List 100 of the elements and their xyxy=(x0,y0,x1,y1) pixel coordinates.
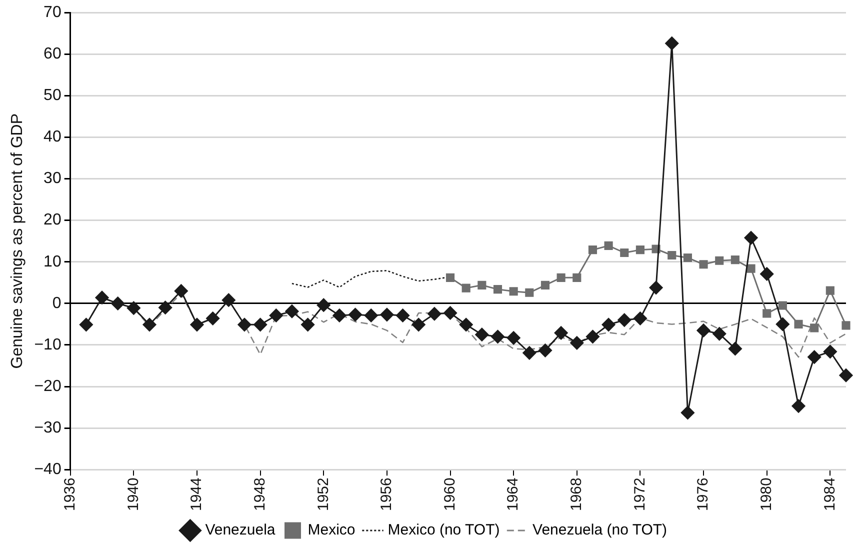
point xyxy=(316,298,330,312)
point xyxy=(794,320,803,328)
point xyxy=(778,301,787,310)
point xyxy=(478,280,486,290)
point xyxy=(760,267,774,281)
point xyxy=(668,250,676,260)
x-tick-label: 1948 xyxy=(251,478,268,512)
point xyxy=(475,328,489,342)
point xyxy=(462,284,470,292)
x-tick-label: 1956 xyxy=(378,478,396,512)
point xyxy=(540,280,550,290)
point xyxy=(839,368,853,382)
point xyxy=(728,342,742,356)
point xyxy=(746,264,756,273)
legend-label: Venezuela (no TOT) xyxy=(532,522,668,539)
x-tick-label: 1976 xyxy=(694,478,712,512)
y-tick-label: −40 xyxy=(34,461,62,478)
point xyxy=(810,324,819,332)
point xyxy=(649,280,663,294)
point xyxy=(428,307,442,321)
point xyxy=(712,327,726,341)
point xyxy=(792,399,806,413)
x-tick-label: 1940 xyxy=(124,478,142,512)
point xyxy=(762,309,772,318)
x-tick-label: 1980 xyxy=(758,478,775,512)
point xyxy=(633,312,647,326)
x-tick-label: 1984 xyxy=(821,478,838,512)
point xyxy=(459,318,473,332)
y-tick-label: −30 xyxy=(34,419,62,436)
x-tick-label: 1964 xyxy=(504,478,522,512)
x-tick-label: 1972 xyxy=(631,478,648,512)
point xyxy=(332,308,346,322)
point xyxy=(348,308,362,322)
y-tick-label: 30 xyxy=(44,170,62,188)
point xyxy=(380,308,394,322)
point xyxy=(823,344,837,358)
y-tick-label: 0 xyxy=(52,294,62,312)
point xyxy=(680,406,694,420)
point xyxy=(238,318,252,332)
point xyxy=(506,331,520,345)
point xyxy=(79,318,93,332)
point xyxy=(776,317,790,331)
y-tick-label: 60 xyxy=(44,46,62,63)
point xyxy=(396,308,410,322)
y-axis-title: Genuine savings as percent of GDP xyxy=(9,113,26,369)
legend-label: Mexico xyxy=(308,522,356,539)
point xyxy=(206,312,220,326)
point xyxy=(222,293,236,307)
x-tick-label: 1960 xyxy=(441,478,458,512)
point xyxy=(364,308,378,322)
point xyxy=(254,318,268,332)
point xyxy=(142,318,156,332)
point xyxy=(95,290,109,304)
point xyxy=(444,306,458,320)
point xyxy=(699,260,708,269)
point xyxy=(730,256,740,264)
point xyxy=(744,231,758,245)
point xyxy=(665,36,679,50)
x-tick-label: 1944 xyxy=(188,478,206,512)
point xyxy=(493,285,502,294)
point xyxy=(570,336,584,350)
point xyxy=(604,241,613,250)
point xyxy=(412,318,426,332)
y-tick-label: 10 xyxy=(44,253,62,270)
point xyxy=(509,287,518,296)
point xyxy=(525,288,534,297)
point xyxy=(174,284,188,298)
point xyxy=(269,308,283,322)
point xyxy=(301,318,315,332)
point xyxy=(572,273,582,282)
point xyxy=(618,313,632,327)
point xyxy=(636,246,644,254)
legend-label: Venezuela xyxy=(205,522,276,539)
point xyxy=(602,318,616,332)
point xyxy=(190,318,204,332)
point xyxy=(554,326,568,340)
x-tick-label: 1936 xyxy=(61,478,78,512)
point xyxy=(556,273,566,282)
point xyxy=(620,248,629,258)
point xyxy=(446,273,455,282)
legend-label: Mexico (no TOT) xyxy=(388,522,500,539)
point xyxy=(490,330,504,344)
y-tick-label: −20 xyxy=(34,378,62,395)
point xyxy=(538,344,552,358)
point xyxy=(158,300,172,314)
point xyxy=(522,346,536,360)
point xyxy=(586,330,600,344)
y-tick-label: 70 xyxy=(44,4,62,22)
point xyxy=(826,286,834,295)
point xyxy=(588,246,598,254)
y-tick-label: 20 xyxy=(44,212,62,229)
y-tick-label: 40 xyxy=(44,128,62,146)
point xyxy=(126,301,140,315)
y-tick-label: 50 xyxy=(44,87,62,104)
point xyxy=(683,253,692,262)
y-tick-label: −10 xyxy=(34,336,62,354)
point xyxy=(696,324,710,338)
x-tick-label: 1968 xyxy=(568,478,586,512)
point xyxy=(842,321,850,330)
point xyxy=(285,304,299,318)
